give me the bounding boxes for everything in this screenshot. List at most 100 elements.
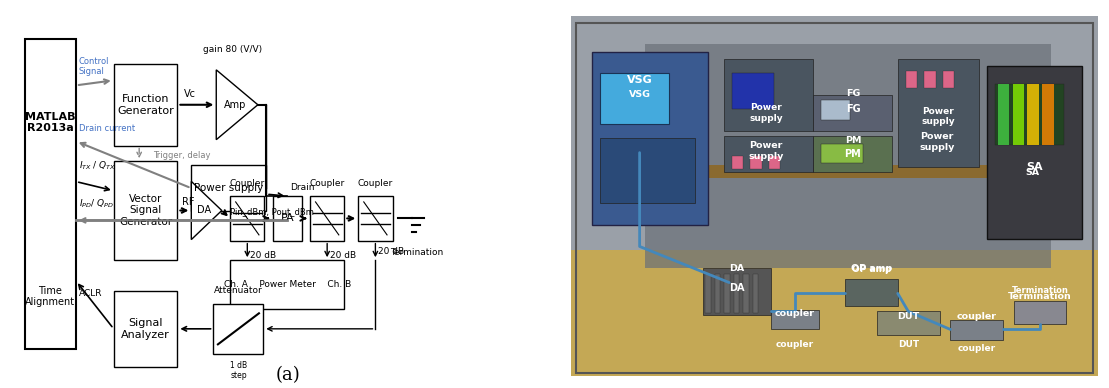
Bar bbox=[813, 95, 893, 131]
FancyBboxPatch shape bbox=[191, 165, 266, 211]
Bar bbox=[724, 59, 813, 131]
Text: Power
supply: Power supply bbox=[919, 132, 955, 151]
FancyBboxPatch shape bbox=[24, 39, 75, 349]
Text: Coupler: Coupler bbox=[309, 178, 345, 187]
Text: MATLAB
R2013a: MATLAB R2013a bbox=[26, 112, 75, 133]
Bar bbox=[998, 84, 1009, 146]
Text: Ch. A    Power Meter    Ch. B: Ch. A Power Meter Ch. B bbox=[224, 280, 350, 289]
Bar bbox=[813, 137, 893, 173]
Text: $I_{PD}$/ $Q_{PD}$: $I_{PD}$/ $Q_{PD}$ bbox=[79, 197, 114, 210]
Bar bbox=[732, 73, 774, 109]
Bar bbox=[877, 312, 940, 335]
Text: FG: FG bbox=[846, 88, 861, 98]
Text: Power supply: Power supply bbox=[194, 183, 263, 193]
Bar bbox=[1013, 84, 1025, 146]
Text: 1 dB
step: 1 dB step bbox=[230, 361, 247, 380]
FancyBboxPatch shape bbox=[113, 291, 177, 367]
Text: DUT: DUT bbox=[897, 312, 919, 321]
Text: $I_{TX}$ / $Q_{TX}$: $I_{TX}$ / $Q_{TX}$ bbox=[79, 160, 116, 172]
FancyBboxPatch shape bbox=[231, 260, 344, 308]
Bar bbox=[715, 274, 720, 313]
Bar bbox=[822, 100, 851, 120]
Text: PA: PA bbox=[281, 213, 294, 223]
Text: 20 dB: 20 dB bbox=[251, 251, 276, 260]
Bar bbox=[943, 71, 954, 88]
Text: Attenuator: Attenuator bbox=[214, 286, 263, 295]
FancyBboxPatch shape bbox=[311, 196, 344, 241]
Bar bbox=[898, 59, 979, 167]
Text: PM: PM bbox=[845, 135, 862, 144]
Text: Power
supply: Power supply bbox=[749, 141, 784, 161]
Text: Termination: Termination bbox=[1011, 286, 1068, 295]
Text: coupler: coupler bbox=[775, 309, 815, 318]
Text: (a): (a) bbox=[276, 366, 301, 384]
Bar bbox=[645, 165, 1050, 178]
Bar bbox=[995, 84, 1064, 146]
Text: PM: PM bbox=[845, 149, 862, 159]
Bar bbox=[845, 279, 898, 306]
Text: Termination: Termination bbox=[389, 248, 444, 256]
Text: Drain current: Drain current bbox=[79, 125, 135, 133]
Bar bbox=[732, 156, 743, 169]
Text: OP amp: OP amp bbox=[852, 265, 892, 274]
Text: Drain: Drain bbox=[289, 183, 315, 192]
Polygon shape bbox=[216, 70, 257, 140]
Text: Function
Generator: Function Generator bbox=[118, 94, 174, 116]
Bar bbox=[734, 274, 740, 313]
Text: coupler: coupler bbox=[958, 344, 996, 353]
Bar bbox=[592, 52, 708, 225]
Bar bbox=[924, 71, 936, 88]
Bar bbox=[769, 156, 781, 169]
Text: 20 dB: 20 dB bbox=[330, 251, 356, 260]
Text: Power
supply: Power supply bbox=[750, 103, 783, 123]
Text: Coupler: Coupler bbox=[358, 178, 393, 187]
Text: VSG: VSG bbox=[629, 90, 651, 99]
Text: VSG: VSG bbox=[627, 76, 652, 85]
Text: FG: FG bbox=[846, 104, 861, 114]
Bar bbox=[1027, 84, 1039, 146]
Bar bbox=[743, 274, 749, 313]
Text: Pin_dBm, Pout_dBm: Pin_dBm, Pout_dBm bbox=[231, 208, 314, 217]
Text: OP amp: OP amp bbox=[851, 263, 892, 273]
Text: Time
Alignment: Time Alignment bbox=[26, 286, 75, 307]
Bar bbox=[703, 268, 772, 315]
Bar bbox=[750, 156, 762, 169]
Text: Amp: Amp bbox=[224, 100, 246, 110]
Bar bbox=[724, 274, 730, 313]
Text: SA: SA bbox=[1025, 168, 1039, 177]
Text: gain 80 (V/V): gain 80 (V/V) bbox=[203, 45, 263, 54]
Bar bbox=[724, 137, 813, 173]
Text: Vector
Signal
Generator: Vector Signal Generator bbox=[119, 194, 172, 227]
Bar bbox=[645, 44, 1050, 268]
Bar bbox=[772, 310, 818, 329]
Text: 20 dB: 20 dB bbox=[378, 247, 405, 256]
FancyBboxPatch shape bbox=[273, 196, 302, 241]
Bar bbox=[822, 144, 864, 163]
Text: DA: DA bbox=[197, 206, 211, 215]
Bar bbox=[987, 66, 1082, 239]
Text: coupler: coupler bbox=[957, 312, 997, 321]
Bar bbox=[1042, 84, 1054, 146]
Text: RF: RF bbox=[182, 197, 194, 206]
Polygon shape bbox=[191, 182, 222, 239]
FancyBboxPatch shape bbox=[213, 303, 264, 354]
Bar bbox=[600, 73, 669, 124]
Bar bbox=[906, 71, 917, 88]
Text: DA: DA bbox=[730, 283, 745, 293]
Bar bbox=[1014, 301, 1066, 324]
Bar bbox=[600, 138, 695, 203]
Text: DA: DA bbox=[730, 263, 745, 273]
Bar bbox=[753, 274, 759, 313]
Text: DUT: DUT bbox=[897, 340, 919, 349]
Bar bbox=[950, 320, 1003, 340]
FancyBboxPatch shape bbox=[231, 196, 265, 241]
FancyBboxPatch shape bbox=[113, 64, 177, 146]
Bar bbox=[571, 250, 1098, 376]
Text: Coupler: Coupler bbox=[230, 178, 265, 187]
Bar bbox=[705, 274, 711, 313]
Text: Vc: Vc bbox=[184, 89, 196, 99]
Text: Termination: Termination bbox=[1008, 293, 1071, 301]
Text: ACLR: ACLR bbox=[79, 289, 102, 298]
FancyBboxPatch shape bbox=[358, 196, 393, 241]
FancyBboxPatch shape bbox=[113, 161, 177, 260]
